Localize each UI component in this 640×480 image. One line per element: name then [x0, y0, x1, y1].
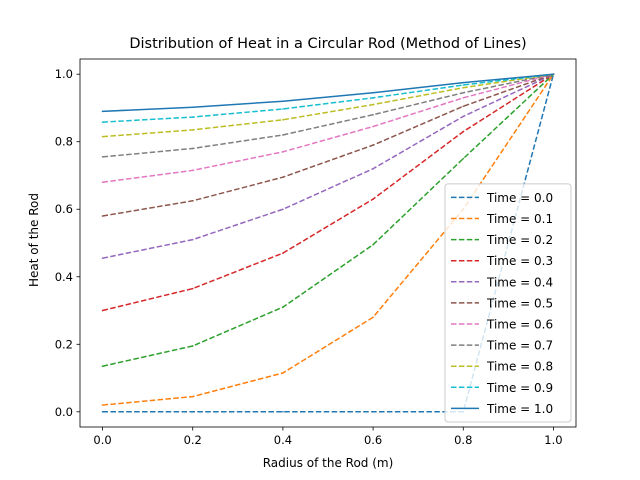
data-point-4-0 — [101, 257, 104, 259]
legend-box — [444, 183, 572, 423]
data-point-7-1 — [191, 147, 194, 150]
legend-label-5: Time = 0.5 — [486, 296, 553, 310]
legend-label-9: Time = 0.9 — [486, 381, 553, 395]
series-line-6 — [102, 73, 554, 183]
data-point-7-0 — [101, 156, 104, 158]
data-point-2-0 — [101, 365, 104, 368]
legend-label-8: Time = 0.8 — [486, 360, 553, 374]
x-tick-label: 1.0 — [544, 433, 562, 447]
data-point-6-0 — [101, 181, 104, 184]
y-tick-label: 0.8 — [55, 135, 73, 149]
data-point-1-1 — [191, 395, 194, 398]
y-tick-label: 0.6 — [55, 202, 73, 216]
data-point-6-1 — [191, 169, 194, 172]
data-point-4-3 — [372, 167, 374, 170]
data-point-3-1 — [191, 287, 194, 290]
x-tick-label: 0.4 — [274, 433, 292, 447]
data-point-7-4 — [462, 91, 465, 94]
data-point-8-1 — [191, 129, 194, 131]
x-tick-label: 0.6 — [364, 433, 382, 447]
data-point-10-0 — [101, 110, 104, 113]
series-line-1 — [102, 73, 555, 406]
data-point-3-4 — [462, 130, 465, 133]
data-point-10-1 — [191, 106, 194, 109]
legend-label-3: Time = 0.3 — [486, 254, 553, 268]
data-point-4-4 — [462, 115, 465, 118]
data-point-9-1 — [191, 116, 194, 118]
plot-area: 0.0 0.2 0.4 0.6 0.8 1.0 0.0 0.2 0.4 0.6 0.8 1.0 — [55, 58, 577, 447]
data-point-9-2 — [282, 108, 284, 110]
data-point-9-4 — [462, 84, 465, 86]
data-point-4-2 — [282, 208, 284, 211]
data-point-1-3 — [372, 316, 374, 319]
data-point-4-1 — [191, 238, 194, 241]
data-point-5-2 — [282, 176, 284, 178]
x-axis-label: Radius of the Rod (m) — [263, 456, 394, 470]
data-point-0-1 — [191, 411, 194, 413]
data-point-3-2 — [282, 252, 284, 254]
data-point-2-1 — [191, 345, 194, 347]
chart-title: Distribution of Heat in a Circular Rod (… — [129, 36, 526, 52]
data-point-2-2 — [282, 306, 284, 308]
data-point-3-3 — [372, 198, 374, 200]
data-point-8-2 — [282, 118, 284, 121]
legend-label-1: Time = 0.1 — [486, 212, 553, 226]
data-point-3-0 — [101, 309, 104, 312]
series-line-10 — [102, 73, 554, 113]
data-point-7-2 — [282, 134, 284, 136]
axes-frame — [79, 58, 577, 428]
data-point-6-3 — [372, 125, 374, 128]
x-tick-label: 0.8 — [454, 433, 472, 447]
data-point-8-4 — [462, 86, 465, 89]
legend-label-0: Time = 0.0 — [486, 191, 553, 205]
y-tick-label: 1.0 — [55, 67, 73, 81]
data-point-0-3 — [372, 411, 374, 413]
data-point-5-1 — [191, 199, 194, 202]
data-point-9-3 — [372, 97, 374, 99]
legend: Time = 0.0 Time = 0.1 Time = 0.2 Time = 0.3… — [444, 183, 572, 423]
data-point-1-2 — [282, 372, 284, 374]
y-tick-label: 0.2 — [55, 337, 73, 351]
data-point-2-3 — [372, 243, 374, 246]
data-point-9-0 — [101, 121, 104, 123]
data-point-10-5 — [552, 73, 555, 75]
y-tick-label: 0.4 — [55, 270, 73, 284]
data-point-6-2 — [282, 151, 284, 153]
series-line-2 — [102, 73, 554, 367]
legend-label-4: Time = 0.4 — [486, 275, 553, 289]
series-line-3 — [102, 73, 554, 312]
legend-label-7: Time = 0.7 — [486, 339, 553, 353]
data-point-8-0 — [101, 135, 104, 138]
data-point-1-0 — [101, 404, 104, 406]
series-line-5 — [102, 73, 554, 217]
data-point-5-3 — [372, 144, 374, 146]
data-point-8-3 — [372, 103, 374, 106]
data-point-6-4 — [462, 97, 465, 99]
data-point-10-4 — [462, 81, 465, 84]
x-tick-label: 0.2 — [184, 433, 202, 447]
legend-label-10: Time = 1.0 — [486, 402, 553, 416]
data-point-5-0 — [101, 215, 104, 217]
data-point-5-4 — [462, 105, 465, 108]
data-point-7-3 — [372, 113, 374, 116]
series-line-8 — [102, 73, 554, 138]
data-point-0-2 — [282, 411, 284, 413]
legend-label-6: Time = 0.6 — [486, 318, 553, 332]
x-tick-label: 0.0 — [93, 433, 111, 447]
data-point-10-3 — [372, 91, 374, 94]
data-point-10-2 — [282, 100, 284, 103]
y-axis-label: Heat of the Rod — [27, 193, 41, 287]
legend-label-2: Time = 0.2 — [486, 233, 553, 247]
data-point-2-4 — [462, 157, 465, 160]
data-point-0-0 — [101, 411, 104, 413]
y-tick-label: 0.0 — [55, 405, 73, 419]
series-line-7 — [102, 73, 554, 158]
series-line-9 — [102, 73, 554, 123]
series-line-4 — [102, 73, 554, 259]
